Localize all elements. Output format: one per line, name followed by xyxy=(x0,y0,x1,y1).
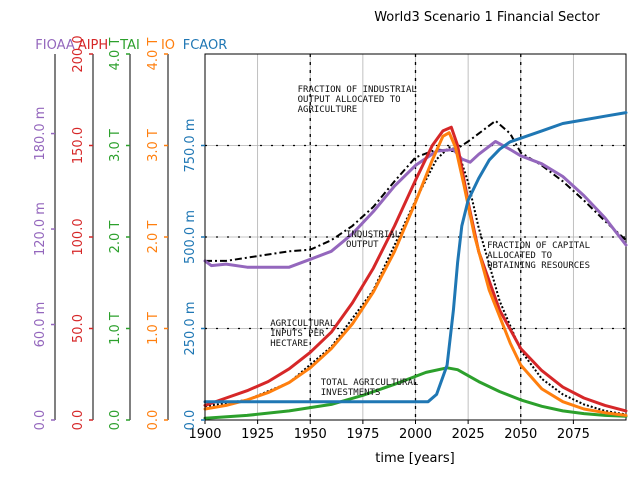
annotation-4: TOTAL AGRICULTURAL INVESTMENTS xyxy=(321,378,419,398)
y-tick-label-fioaa-0: 0.0 xyxy=(33,410,48,431)
y-tick-label-tai-4: 4.0 T xyxy=(108,38,123,71)
y-tick-label-fcaor-1: 250.0 m xyxy=(183,301,198,355)
y-tick-label-io-3: 3.0 T xyxy=(146,129,161,162)
y-tick-label-tai-2: 2.0 T xyxy=(108,221,123,254)
annotation-4-line-0: TOTAL AGRICULTURAL xyxy=(321,378,419,388)
y-tick-label-fcaor-0: 0.0 xyxy=(183,410,198,431)
annotation-1: INDUSTRIAL OUTPUT xyxy=(346,230,400,250)
annotation-0-line-1: OUTPUT ALLOCATED TO xyxy=(298,95,401,105)
y-axis-label-io: IO xyxy=(161,38,175,53)
annotation-4-line-1: INVESTMENTS xyxy=(321,388,381,398)
series-line-fioaa xyxy=(203,140,628,269)
x-tick-label-0: 1900 xyxy=(188,427,221,442)
y-tick-label-fioaa-3: 180.0 m xyxy=(33,107,48,161)
annotation-0-line-2: AGRICULTURE xyxy=(298,105,358,115)
annotation-3-line-2: HECTARE xyxy=(270,339,308,349)
x-tick-label-2: 1950 xyxy=(294,427,327,442)
y-axis-label-tai: TAI xyxy=(119,38,140,53)
annotation-3: AGRICULTURAL INPUTS PER HECTARE xyxy=(270,319,335,349)
annotation-2-line-2: OBTAINING RESOURCES xyxy=(487,261,590,271)
annotation-0-line-0: FRACTION OF INDUSTRIAL xyxy=(298,85,417,95)
annotation-3-line-1: INPUTS PER xyxy=(270,329,325,339)
x-tick-label-7: 2075 xyxy=(557,427,590,442)
series xyxy=(203,111,628,420)
annotation-2: FRACTION OF CAPITAL ALLOCATED TO OBTAINING… xyxy=(487,241,590,271)
x-tick-label-5: 2025 xyxy=(452,427,485,442)
y-tick-label-aiph-2: 100.0 xyxy=(71,218,86,255)
y-tick-label-io-0: 0.0 xyxy=(146,410,161,431)
y-tick-label-io-2: 2.0 T xyxy=(146,221,161,254)
series-line-fcaor xyxy=(203,111,628,404)
series-line-tai xyxy=(203,366,628,420)
axes: 1900 1925 1950 1975 2000 2025 2050 2075 0.0 60.0 … xyxy=(33,35,590,442)
y-tick-label-io-1: 1.0 T xyxy=(146,312,161,345)
x-tick-label-1: 1925 xyxy=(241,427,274,442)
reference-lines xyxy=(204,119,627,416)
x-tick-label-4: 2000 xyxy=(399,427,432,442)
y-tick-label-fcaor-2: 500.0 m xyxy=(183,210,198,264)
reference-line-1 xyxy=(204,146,627,416)
y-tick-label-aiph-0: 0.0 xyxy=(71,410,86,431)
y-axis-label-fcaor: FCAOR xyxy=(183,38,227,53)
y-axis-label-fioaa: FIOAA xyxy=(35,38,75,53)
y-tick-label-aiph-3: 150.0 xyxy=(71,127,86,164)
series-line-aiph xyxy=(203,125,628,413)
annotation-1-line-0: INDUSTRIAL xyxy=(346,230,400,240)
annotation-2-line-0: FRACTION OF CAPITAL xyxy=(487,241,590,251)
chart-title: World3 Scenario 1 Financial Sector xyxy=(374,10,600,25)
y-tick-label-fioaa-1: 60.0 m xyxy=(33,302,48,348)
annotations: FRACTION OF INDUSTRIAL OUTPUT ALLOCATED T… xyxy=(270,85,590,398)
y-tick-label-tai-0: 0.0 xyxy=(108,410,123,431)
y-tick-label-fioaa-2: 120.0 m xyxy=(33,202,48,256)
y-tick-label-tai-1: 1.0 T xyxy=(108,312,123,345)
annotation-0: FRACTION OF INDUSTRIAL OUTPUT ALLOCATED T… xyxy=(298,85,417,115)
annotation-3-line-0: AGRICULTURAL xyxy=(270,319,335,329)
y-tick-label-io-4: 4.0 T xyxy=(146,38,161,71)
x-tick-label-6: 2050 xyxy=(504,427,537,442)
reference-line-0 xyxy=(205,119,627,262)
annotation-1-line-1: OUTPUT xyxy=(346,240,379,250)
y-tick-label-fcaor-3: 750.0 m xyxy=(183,118,198,172)
x-tick-label-3: 1975 xyxy=(346,427,379,442)
y-tick-label-tai-3: 3.0 T xyxy=(108,129,123,162)
x-axis-label: time [years] xyxy=(375,451,454,466)
y-tick-label-aiph-4: 200.0 xyxy=(71,35,86,72)
y-tick-label-aiph-1: 50.0 xyxy=(71,314,86,343)
annotation-2-line-1: ALLOCATED TO xyxy=(487,251,552,261)
y-axis-label-aiph: AIPH xyxy=(78,38,108,53)
series-line-io xyxy=(203,131,628,417)
